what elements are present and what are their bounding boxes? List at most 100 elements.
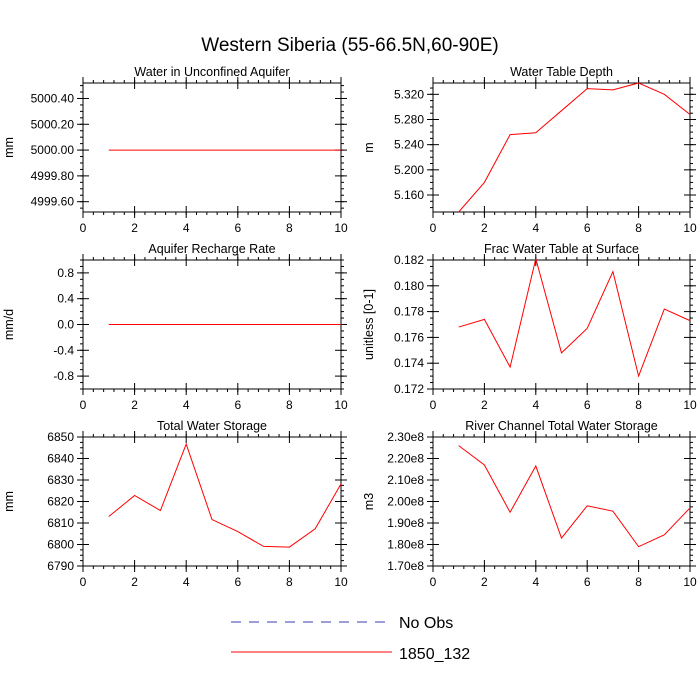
y-tick-label: 0.174 [394,356,424,370]
x-tick-label: 10 [683,221,697,235]
plot-frame [432,436,691,567]
y-axis-label: m [362,142,376,152]
y-tick-label: 1.80e8 [387,538,424,552]
x-tick-label: 8 [286,221,293,235]
plot-frame [432,82,691,213]
y-tick-label: 0.182 [394,253,424,267]
x-tick-label: 2 [131,398,138,412]
legend-label-1850-132: 1850_132 [399,646,470,663]
legend-label-no-obs: No Obs [399,615,453,632]
series-line-1850-132 [458,82,691,213]
y-tick-label: 6800 [47,538,74,552]
series-line-1850-132 [458,445,691,548]
y-axis-label: mm [2,137,16,158]
y-tick-label: 2.10e8 [387,473,424,487]
x-tick-label: 4 [532,221,539,235]
x-tick-label: 4 [183,398,190,412]
x-tick-label: 4 [183,575,190,589]
y-tick-label: 5.240 [394,138,424,152]
x-tick-label: 0 [430,575,437,589]
panel-title: Frac Water Table at Surface [484,242,639,256]
x-tick-label: 10 [683,398,697,412]
y-tick-label: 5.320 [394,87,424,101]
panel-water-in-unconfined-aquifer: Water in Unconfined Aquifer 0 2 4 6 8 10 4999.6… [2,65,348,235]
y-tick-label: 2.20e8 [387,452,424,466]
x-tick-label: 8 [286,575,293,589]
panel-title: Aquifer Recharge Rate [148,242,275,256]
y-tick-label: 0.0 [57,318,74,332]
x-tick-label: 0 [430,221,437,235]
y-tick-label: 5.280 [394,112,424,126]
figure-title: Western Siberia (55-66.5N,60-90E) [201,35,498,56]
y-axis-label: mm [2,491,16,512]
y-tick-label: 6810 [47,516,74,530]
y-tick-label: 1.70e8 [387,559,424,573]
x-tick-label: 8 [635,398,642,412]
panel-frac-water-table-at-surface: Frac Water Table at Surface 0 2 4 6 8 10 0.172 0… [362,242,697,412]
x-tick-label: 6 [234,221,241,235]
y-tick-label: 0.8 [57,266,74,280]
y-tick-label: 5000.40 [31,91,75,105]
y-tick-label: 1.90e8 [387,516,424,530]
panel-title: River Channel Total Water Storage [465,419,658,433]
x-tick-label: 8 [635,221,642,235]
y-tick-label: 6820 [47,495,74,509]
y-tick-label: 0.180 [394,279,424,293]
x-tick-label: 0 [80,221,87,235]
series-line-1850-132 [458,258,691,378]
x-tick-label: 2 [131,575,138,589]
x-tick-label: 2 [131,221,138,235]
x-tick-label: 8 [635,575,642,589]
plot-frame [82,82,342,213]
plot-frame [432,259,691,390]
y-tick-label: 6790 [47,559,74,573]
plot-frame [82,436,342,567]
y-tick-label: 5.200 [394,163,424,177]
y-tick-label: 4999.60 [31,195,75,209]
x-tick-label: 4 [183,221,190,235]
y-axis-label: mm/d [2,309,16,340]
x-tick-label: 6 [234,575,241,589]
x-tick-label: 2 [481,221,488,235]
y-axis-label: unitless [0-1] [362,289,376,360]
x-tick-label: 10 [334,575,348,589]
panel-river-channel-total-water-storage: River Channel Total Water Storage 0 2 4 6 8 10… [362,419,697,589]
panel-title: Total Water Storage [157,419,267,433]
y-tick-label: 0.178 [394,305,424,319]
y-tick-label: 2.00e8 [387,495,424,509]
y-tick-label: 5000.20 [31,117,75,131]
x-tick-label: 6 [584,398,591,412]
x-tick-label: 4 [532,398,539,412]
y-tick-label: 5.160 [394,188,424,202]
y-tick-label: 4999.80 [31,169,75,183]
x-tick-label: 6 [584,575,591,589]
x-tick-label: 4 [532,575,539,589]
x-tick-label: 0 [80,398,87,412]
series-line-1850-132 [108,442,342,548]
x-tick-label: 6 [234,398,241,412]
legend: No Obs 1850_132 [231,615,470,663]
y-tick-label: 0.172 [394,382,424,396]
x-tick-label: 0 [80,575,87,589]
x-tick-label: 6 [584,221,591,235]
y-tick-label: 6840 [47,452,74,466]
y-tick-label: 2.30e8 [387,430,424,444]
y-tick-label: 0.4 [57,292,74,306]
x-tick-label: 8 [286,398,293,412]
x-tick-label: 10 [683,575,697,589]
x-tick-label: 2 [481,575,488,589]
y-tick-label: 6850 [47,430,74,444]
y-tick-label: -0.8 [53,369,74,383]
panel-water-table-depth: Water Table Depth 0 2 4 6 8 10 5.160 5.200 5.240 5… [362,65,697,235]
x-tick-label: 10 [334,221,348,235]
y-tick-label: 6830 [47,473,74,487]
x-tick-label: 0 [430,398,437,412]
x-tick-label: 10 [334,398,348,412]
y-tick-label: 5000.00 [31,143,75,157]
x-tick-label: 2 [481,398,488,412]
panel-title: Water Table Depth [510,65,613,79]
y-tick-label: -0.4 [53,343,74,357]
